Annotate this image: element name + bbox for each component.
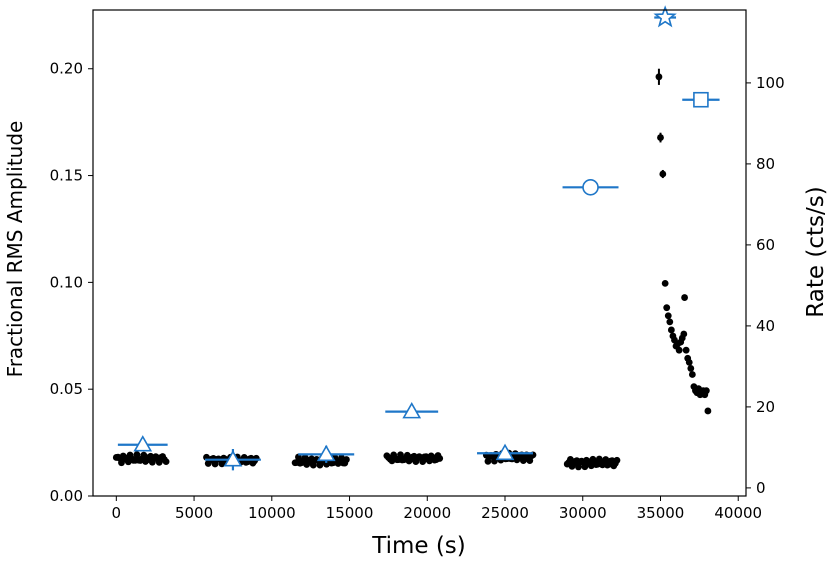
y-right-tick-label: 40 <box>756 317 775 335</box>
rate-point <box>688 371 696 378</box>
rms-triangle-marker <box>402 402 422 419</box>
y-right-axis-ticks: 0 20 40 60 80 100 <box>746 74 785 497</box>
rate-point <box>575 463 582 471</box>
x-tick-label: 20000 <box>403 504 451 522</box>
rate-point <box>664 312 672 320</box>
x-tick-label: 10000 <box>248 504 296 522</box>
y-left-axis-ticks: 0.00 0.05 0.10 0.15 0.20 <box>50 60 93 505</box>
y-right-tick-label: 20 <box>756 398 775 416</box>
y-left-axis-label: Fractional RMS Amplitude <box>3 121 27 378</box>
y-right-tick-label: 60 <box>756 236 775 254</box>
x-tick-label: 5000 <box>175 504 213 522</box>
y-left-tick-label: 0.10 <box>50 273 83 291</box>
rate-point <box>702 387 710 395</box>
rate-point <box>682 346 690 354</box>
rate-point <box>436 455 444 462</box>
rate-point <box>687 365 695 372</box>
rate-point <box>680 330 688 338</box>
x-axis-ticks: 0 5000 10000 15000 20000 25000 30000 35000 40000 <box>112 496 762 522</box>
rms-triangle-marker <box>133 435 153 452</box>
y-right-tick-label: 0 <box>756 479 766 497</box>
rate-point <box>397 451 404 459</box>
rms-triangle-marker <box>495 443 515 461</box>
x-tick-label: 35000 <box>637 504 685 522</box>
rate-point <box>704 407 712 415</box>
rate-point <box>118 459 125 467</box>
x-tick-label: 15000 <box>326 504 374 522</box>
rate-point <box>316 461 324 469</box>
rate-point <box>675 346 683 354</box>
rate-point <box>661 279 669 287</box>
rate-point <box>162 458 170 466</box>
x-tick-label: 0 <box>112 504 122 522</box>
y-right-tick-label: 100 <box>756 74 785 92</box>
y-left-tick-label: 0.00 <box>50 487 83 505</box>
rate-point <box>681 294 688 301</box>
rate-point <box>613 456 621 464</box>
y-left-tick-label: 0.20 <box>50 60 83 78</box>
rate-point <box>663 304 671 312</box>
rate-point <box>655 73 663 81</box>
rms-square-marker <box>693 91 709 108</box>
y-left-tick-label: 0.05 <box>50 380 83 398</box>
y-right-tick-label: 80 <box>756 155 775 173</box>
rate-point <box>667 326 675 334</box>
rms-series <box>117 5 720 471</box>
x-tick-label: 40000 <box>714 504 762 522</box>
y-right-axis-label: Rate (cts/s) <box>803 186 829 317</box>
rate-point <box>343 456 350 463</box>
rms-triangle-marker <box>223 450 243 467</box>
rms-star-marker <box>653 5 677 28</box>
rate-point <box>685 358 693 366</box>
rate-point <box>133 451 141 459</box>
rate-point <box>666 318 674 326</box>
rate-point <box>484 457 492 465</box>
x-axis-label: Time (s) <box>371 533 466 559</box>
plot-frame <box>92 9 747 497</box>
rms-circle-marker <box>582 179 599 196</box>
rate-point <box>659 170 667 178</box>
rate-point <box>657 134 664 141</box>
x-tick-label: 25000 <box>481 504 529 522</box>
y-left-tick-label: 0.15 <box>50 167 83 185</box>
x-tick-label: 30000 <box>559 504 607 522</box>
rate-point <box>140 451 148 459</box>
rms-triangle-marker <box>316 444 336 462</box>
